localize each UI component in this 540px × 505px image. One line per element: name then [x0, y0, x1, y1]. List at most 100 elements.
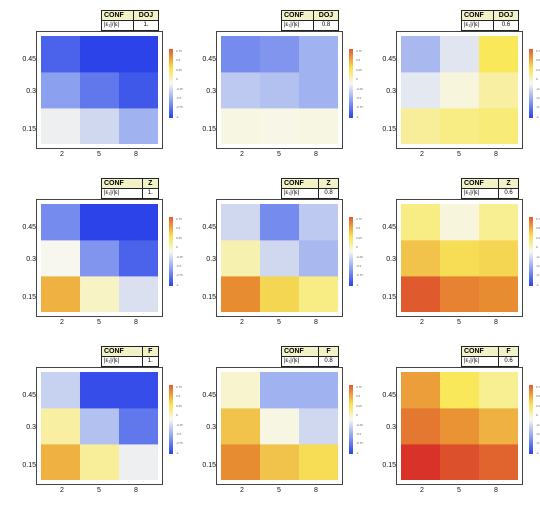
- ratio-label: |ε₁|/|ε|: [280, 356, 320, 367]
- heatmap-cell: [119, 36, 158, 73]
- x-tick-label: 2: [60, 319, 64, 326]
- heatmap-cell: [80, 108, 120, 144]
- y-tick-label: 0.45: [382, 224, 396, 231]
- colorbar-tick-label: -0.25: [356, 422, 363, 427]
- heatmap-cell: [80, 240, 120, 277]
- colorbar-tick-label: 0.75: [536, 385, 540, 389]
- colorbar-tick-label: -0.75: [176, 105, 183, 110]
- heatmap-cell: [41, 240, 81, 277]
- heatmap-cell: [41, 72, 81, 109]
- heatmap-cell: [479, 408, 518, 445]
- colorbar-tick-label: -1: [536, 450, 539, 455]
- conf-value: DOJ: [133, 10, 159, 21]
- heatmap-plot-area: [396, 199, 523, 317]
- colorbar-tick-label: 0.5: [356, 226, 361, 231]
- panel-header-table: CONF DOJ |ε₁|/|ε| 0.6: [461, 10, 519, 31]
- y-tick-label: 0.3: [206, 256, 216, 263]
- heatmap-cell: [221, 72, 261, 109]
- heatmap: [401, 36, 518, 144]
- x-tick-label: 5: [277, 487, 281, 494]
- ratio-label: |ε₁|/|ε|: [460, 188, 500, 199]
- conf-value: F: [141, 346, 160, 357]
- heatmap-cell: [260, 240, 300, 277]
- y-tick-label: 0.3: [386, 256, 396, 263]
- y-tick-label: 0.15: [202, 462, 216, 469]
- colorbar-tick-label: -0.75: [356, 273, 363, 278]
- heatmap-cell: [119, 276, 158, 312]
- colorbar-tick-label: 0.25: [176, 403, 182, 408]
- panel-header-table: CONF F |ε₁|/|ε| 0.8: [280, 346, 339, 367]
- colorbar-tick-label: 0.75: [356, 385, 362, 389]
- heatmap-cell: [299, 240, 338, 277]
- conf-value: DOJ: [493, 10, 519, 21]
- heatmap-cell: [221, 372, 261, 409]
- heatmap-cell: [41, 204, 81, 241]
- heatmap-plot-area: [216, 367, 343, 485]
- colorbar-tick-label: -1: [536, 114, 539, 119]
- heatmap-cell: [260, 36, 300, 73]
- x-tick-label: 5: [457, 151, 461, 158]
- heatmap-cell: [221, 108, 261, 144]
- y-tick-label: 0.15: [382, 126, 396, 133]
- heatmap-cell: [41, 372, 81, 409]
- colorbar-tick-label: 0: [536, 77, 538, 82]
- y-tick-label: 0.3: [206, 88, 216, 95]
- heatmap-cell: [401, 72, 441, 109]
- heatmap-cell: [440, 36, 480, 73]
- y-tick-label: 0.45: [382, 56, 396, 63]
- x-tick-label: 2: [240, 487, 244, 494]
- colorbar-tick-label: 0.75: [536, 49, 540, 53]
- x-tick-label: 5: [97, 487, 101, 494]
- colorbar: [349, 217, 353, 286]
- heatmap-panel: CONF F |ε₁|/|ε| 0.8 0.45 0.3 0.15 2 5 8 0.75 0.5 0.2…: [180, 336, 363, 504]
- ratio-value: 1.: [141, 188, 160, 199]
- conf-label: CONF: [101, 178, 143, 189]
- conf-value: Z: [141, 178, 160, 189]
- colorbar-tick-label: -0.5: [356, 96, 362, 100]
- conf-label: CONF: [460, 346, 500, 357]
- colorbar-tick-label: -0.25: [176, 422, 183, 427]
- y-tick-label: 0.3: [386, 88, 396, 95]
- heatmap-cell: [299, 276, 338, 312]
- conf-value: Z: [498, 178, 519, 189]
- colorbar-tick-label: -1: [176, 282, 179, 287]
- conf-value: F: [498, 346, 519, 357]
- heatmap-cell: [479, 240, 518, 277]
- ratio-label: |ε₁|/|ε|: [101, 20, 134, 31]
- panel-header-table: CONF F |ε₁|/|ε| 0.6: [460, 346, 519, 367]
- colorbar-tick-label: -0.75: [536, 273, 540, 278]
- heatmap-cell: [119, 240, 158, 277]
- panel-header-table: CONF DOJ |ε₁|/|ε| 1.: [101, 10, 159, 31]
- colorbar-tick-label: -0.75: [356, 105, 363, 110]
- colorbar-tick-label: -0.25: [176, 86, 183, 91]
- heatmap-cell: [401, 444, 441, 480]
- x-tick-label: 2: [60, 151, 64, 158]
- ratio-value: 1.: [133, 20, 159, 31]
- colorbar-tick-label: 0.25: [176, 67, 182, 72]
- conf-label: CONF: [280, 178, 320, 189]
- heatmap-cell: [221, 36, 261, 73]
- heatmap-cell: [119, 408, 158, 445]
- x-tick-label: 8: [494, 319, 498, 326]
- x-tick-label: 8: [494, 487, 498, 494]
- conf-value: F: [318, 346, 339, 357]
- heatmap-plot-area: [36, 31, 163, 149]
- heatmap-cell: [260, 72, 300, 109]
- heatmap-cell: [440, 72, 480, 109]
- panel-header-table: CONF Z |ε₁|/|ε| 1.: [101, 178, 160, 199]
- colorbar-tick-label: 0: [356, 413, 358, 418]
- x-tick-label: 5: [277, 151, 281, 158]
- ratio-value: 0.8: [318, 356, 339, 367]
- ratio-value: 0.6: [493, 20, 519, 31]
- colorbar-tick-label: 0.25: [356, 67, 362, 72]
- colorbar-tick-label: 0.75: [176, 49, 182, 53]
- y-tick-label: 0.45: [202, 224, 216, 231]
- heatmap: [41, 204, 158, 312]
- heatmap-cell: [260, 372, 300, 409]
- heatmap-cell: [221, 408, 261, 445]
- colorbar: [349, 49, 353, 118]
- heatmap-cell: [41, 276, 81, 312]
- y-tick-label: 0.15: [202, 126, 216, 133]
- x-tick-label: 2: [60, 487, 64, 494]
- heatmap-cell: [80, 372, 120, 409]
